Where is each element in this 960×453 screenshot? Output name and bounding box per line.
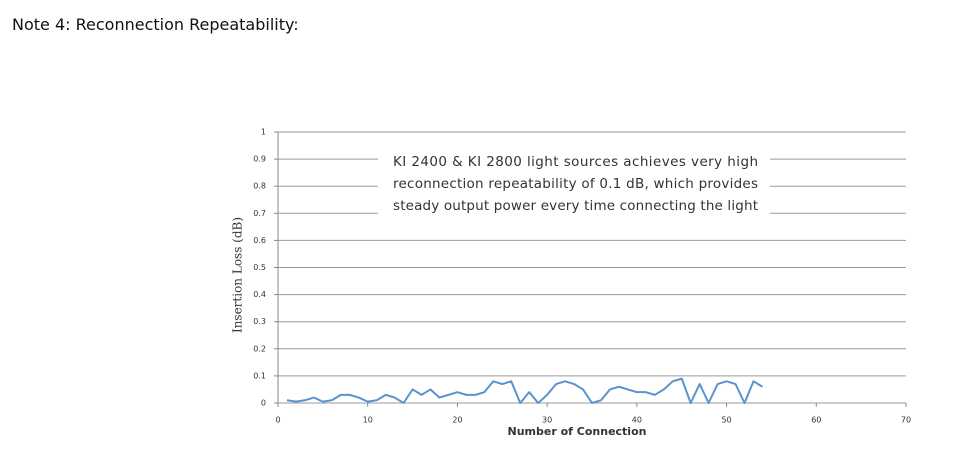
note: Note 4: Reconnection Repeatability: (12, 15, 299, 34)
x-axis-label: Number of Connection (508, 425, 647, 438)
y-tick-label: 0.9 (253, 155, 266, 164)
y-axis-label: Insertion Loss (dB) (231, 217, 245, 333)
y-tick-label: 0.6 (253, 236, 266, 245)
x-tick-label: 20 (452, 416, 462, 425)
x-tick-label: 10 (363, 416, 373, 425)
y-tick-label: 0.8 (253, 182, 266, 191)
y-tick-label: 1 (261, 128, 266, 137)
y-tick-label: 0.1 (253, 371, 266, 380)
x-tick-label: 60 (811, 416, 821, 425)
x-tick-label: 30 (542, 416, 552, 425)
y-tick-label: 0.4 (253, 290, 266, 299)
y-tick-label: 0.3 (253, 317, 266, 326)
y-tick-label: 0 (261, 399, 266, 408)
x-tick-label: 70 (901, 416, 911, 425)
y-tick-label: 0.5 (253, 263, 266, 272)
y-tick-label: 0.2 (253, 344, 266, 353)
x-tick-label: 0 (275, 416, 280, 425)
annotation-box (378, 148, 770, 220)
annotation-line: reconnection repeatability of 0.1 dB, wh… (393, 176, 758, 192)
x-tick-label: 50 (721, 416, 731, 425)
x-tick-label: 40 (632, 416, 642, 425)
annotation-line: steady output power every time connectin… (393, 198, 758, 214)
data-line (286, 377, 763, 404)
note-text: : Reconnection Repeatability: (65, 15, 299, 34)
note-label: Note 4 (12, 15, 66, 34)
annotation-line: KI 2400 & KI 2800 light sources achieves… (393, 154, 758, 170)
y-tick-label: 0.7 (253, 209, 266, 218)
